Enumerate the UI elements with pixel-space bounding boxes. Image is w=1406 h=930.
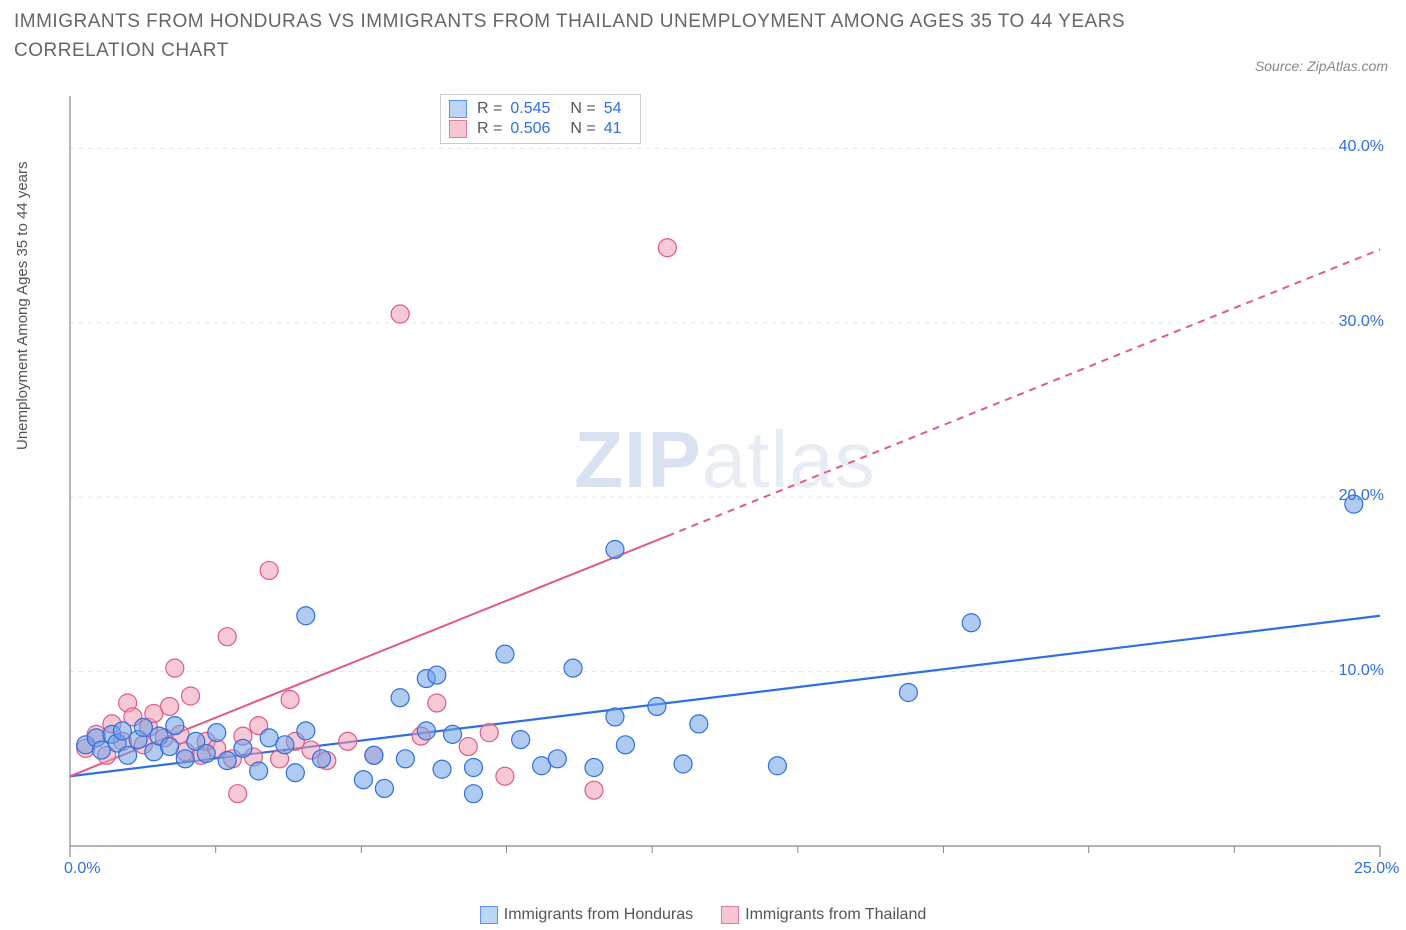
series-legend-label: Immigrants from Honduras (504, 906, 693, 924)
stats-legend-row: R = 0.506 N = 41 (449, 119, 632, 139)
y-tick-label: 10.0% (1339, 662, 1384, 680)
y-axis-label: Unemployment Among Ages 35 to 44 years (14, 161, 31, 450)
chart-area: ZIPatlas 0.0%25.0%10.0%20.0%30.0%40.0% (60, 90, 1390, 860)
legend-swatch (449, 120, 467, 138)
n-label: N = (570, 120, 595, 138)
y-tick-label: 20.0% (1339, 487, 1384, 505)
legend-swatch (449, 100, 467, 118)
series-legend-item: Immigrants from Thailand (721, 906, 926, 924)
y-tick-label: 40.0% (1339, 138, 1384, 156)
series-legend-label: Immigrants from Thailand (745, 906, 926, 924)
source-attribution: Source: ZipAtlas.com (1255, 58, 1388, 74)
legend-swatch (480, 906, 498, 924)
r-value: 0.506 (510, 120, 550, 138)
series-legend-item: Immigrants from Honduras (480, 906, 693, 924)
chart-title: IMMIGRANTS FROM HONDURAS VS IMMIGRANTS F… (14, 8, 1246, 65)
r-label: R = (477, 100, 502, 118)
r-value: 0.545 (510, 100, 550, 118)
x-tick-label: 25.0% (1354, 860, 1399, 878)
correlation-stats-legend: R = 0.545 N = 54 R = 0.506 N = 41 (440, 94, 641, 144)
stats-legend-row: R = 0.545 N = 54 (449, 99, 632, 119)
legend-swatch (721, 906, 739, 924)
series-legend: Immigrants from Honduras Immigrants from … (0, 906, 1406, 924)
n-value: 54 (604, 100, 622, 118)
n-label: N = (570, 100, 595, 118)
n-value: 41 (604, 120, 622, 138)
y-tick-label: 30.0% (1339, 313, 1384, 331)
x-tick-label: 0.0% (64, 860, 100, 878)
scatter-chart (60, 90, 1390, 860)
r-label: R = (477, 120, 502, 138)
